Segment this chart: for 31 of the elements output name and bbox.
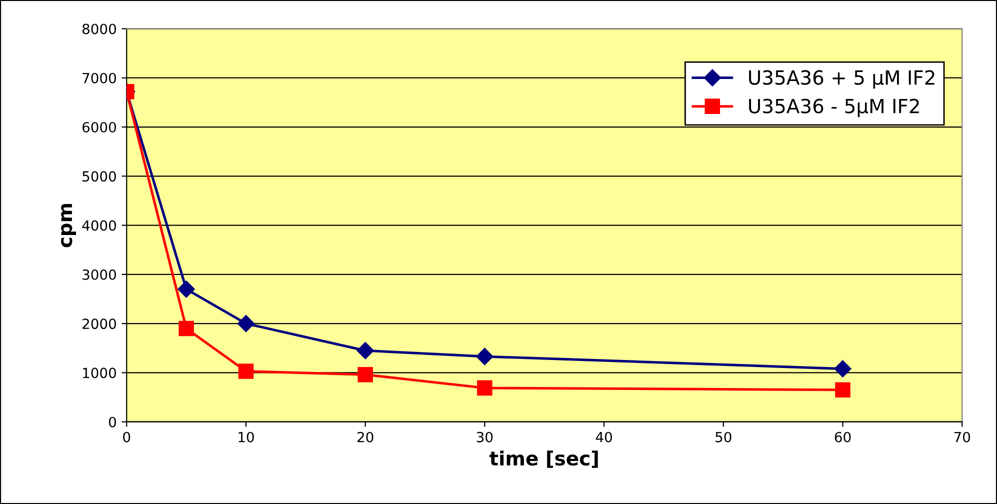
point (237, 315, 255, 332)
point (834, 360, 852, 378)
y-tick-label: 5000 (82, 171, 116, 182)
y-tick-label: 2000 (82, 318, 116, 330)
point (476, 348, 494, 366)
point (477, 380, 492, 396)
x-tick-label: 0 (123, 432, 130, 442)
y-tick-label: 1000 (83, 368, 116, 378)
x-tick-label: 70 (954, 432, 970, 442)
point (238, 364, 254, 379)
y-tick-label: 6000 (82, 122, 116, 132)
x-tick-label: 10 (238, 432, 254, 442)
legend-label: U35A36 - 5μM IF2 (749, 98, 919, 118)
point (178, 280, 195, 298)
x-axis-title: time [sec] (489, 450, 598, 468)
x-tick-label: 50 (716, 432, 732, 442)
y-tick-label: 7000 (82, 72, 116, 84)
y-tick-label: 0 (108, 416, 116, 428)
y-tick-label: 3000 (82, 269, 116, 280)
point (178, 320, 194, 336)
point (835, 382, 850, 398)
legend-label: U35A36 + 5 μM IF2 (749, 70, 934, 89)
point (358, 367, 373, 382)
y-axis-title: cpm (61, 204, 76, 248)
x-tick-label: 60 (834, 432, 851, 442)
y-tick-label: 4000 (82, 220, 116, 231)
x-tick-label: 30 (476, 432, 493, 442)
y-tick-label: 8000 (82, 24, 116, 34)
x-tick-label: 20 (358, 432, 374, 442)
point (356, 342, 374, 360)
x-tick-label: 40 (596, 432, 612, 442)
